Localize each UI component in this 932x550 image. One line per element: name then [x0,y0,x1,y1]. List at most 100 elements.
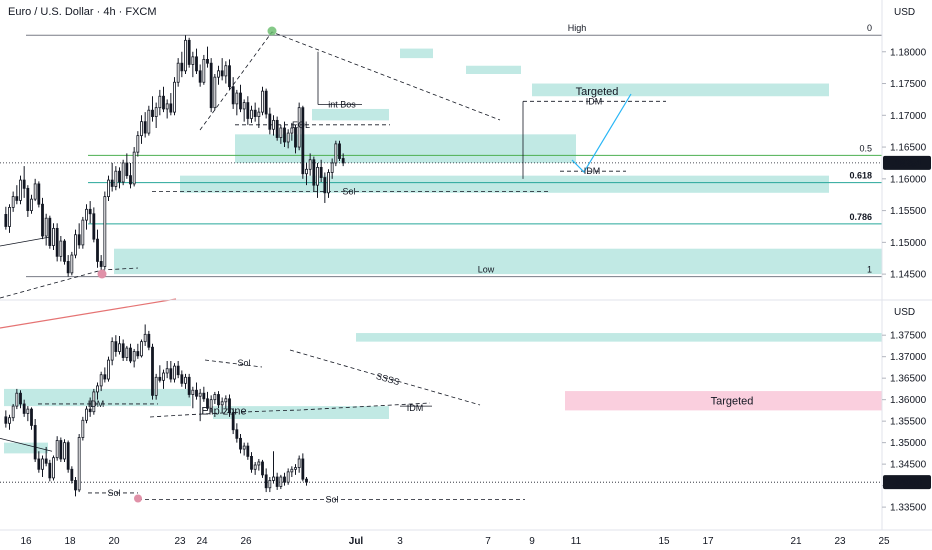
candle-body [290,127,294,134]
time-tick-label: 20 [108,536,120,547]
candle-body [169,368,173,380]
candle-body [297,458,301,468]
candle-body [239,437,242,450]
candle-body [22,403,26,414]
candle-body [165,368,169,374]
fib-level-label: 1 [867,265,872,275]
candle-body [147,109,151,134]
candle-body [140,341,143,357]
candle-body [110,341,114,361]
candle-body [74,234,77,256]
candle-body [242,445,246,450]
candle-body [66,261,70,274]
candle-body [103,374,107,380]
candle-body [308,159,312,170]
candle-body [231,86,235,105]
candle-body [264,474,268,489]
candle-body [213,76,217,109]
candle-body [37,458,41,470]
low-marker-dot-lower [134,494,142,503]
candle-body [44,217,48,237]
candle-body [19,179,22,201]
candle-body [11,196,15,208]
candle-body [294,127,297,148]
candle-body [151,109,154,117]
candle-body [246,102,250,119]
zones-layer [4,48,932,454]
candle-body [59,440,63,460]
candle-body [110,179,114,187]
zone-box-1-1 [4,442,48,454]
high-label: High [568,23,587,33]
candle-body [180,374,184,384]
candle-body [217,394,220,406]
sol-label: Sol [342,187,355,197]
candle-body [8,207,11,227]
candle-body [301,107,305,175]
sol-bottom-label: Sol [325,494,338,504]
candle-body [44,458,48,464]
sol-upper-label: Sol [237,358,250,368]
candle-body [253,464,257,470]
candle-body [213,394,217,401]
zone-box-0-6 [114,248,928,275]
targeted-label: Targeted [576,86,619,98]
time-tick-label: 3 [397,536,403,547]
candle-body [268,480,272,489]
eql-label: EQL [292,120,310,130]
lines-layer [0,31,882,500]
zone-box-0-1 [466,65,521,74]
candle-body [129,347,132,362]
idm-lower-label: IDM [584,166,601,176]
candle-body [118,170,121,183]
price-scale-background [882,0,932,530]
candle-body [52,457,55,479]
candle-body [143,333,147,343]
candle-body [198,392,202,397]
candle-body [88,408,92,413]
zone-box-1-2 [213,406,389,419]
candle-body [279,127,283,138]
chart-title: Euro / U.S. Dollar · 4h · FXCM [8,6,157,18]
price-tick-label: 1.34500 [890,460,927,471]
candle-body [147,333,151,348]
candle-body [319,166,323,178]
candle-body [272,476,275,481]
price-tick-label: 1.37500 [890,331,927,342]
candle-body [305,168,308,175]
ssss-trend-line [289,349,481,406]
candle-body [209,399,213,409]
idm-left-label: IDM [88,399,105,409]
candle-body [341,158,345,164]
low-label: Low [478,265,495,275]
candle-body [99,374,103,387]
low-marker-dot [97,269,107,279]
time-tick-label: 23 [834,536,846,547]
candle-body [316,166,319,186]
candle-body [202,58,206,83]
fib-level-label: 0.5 [859,143,872,153]
candle-body [37,183,41,205]
candle-body [162,95,165,110]
candle-body [275,119,279,138]
candle-body [217,70,220,78]
candle-body [334,143,338,164]
candle-body [132,351,136,362]
candle-body [297,107,301,148]
candle-body [268,113,272,130]
candle-body [30,408,33,426]
left-structure-line-lower [0,437,53,452]
sol-left-label: Sol [107,488,120,498]
candle-body [158,376,162,381]
elip-curve-line [149,402,431,418]
high-marker-dot [267,26,277,36]
candle-body [330,162,334,173]
candle-body [246,445,250,457]
currency-label-top: USD [894,7,915,18]
candle-body [4,416,8,424]
time-tick-label: 17 [702,536,714,547]
time-tick-label: 24 [196,536,208,547]
candle-body [30,198,33,211]
candle-body [184,376,187,384]
candle-body [275,476,279,487]
